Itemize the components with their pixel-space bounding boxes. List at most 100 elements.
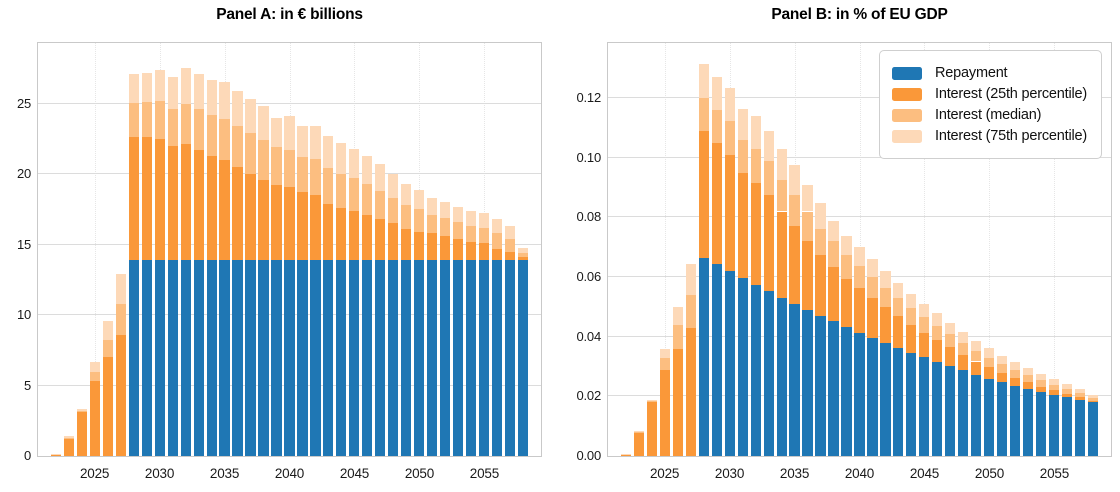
bar-segment-interest_25: [958, 354, 969, 371]
bar-segment-interest_median: [505, 238, 516, 252]
bar-segment-interest_75: [453, 206, 464, 223]
bar-segment-interest_75: [906, 293, 917, 308]
bar-segment-repayment: [375, 260, 386, 456]
bar-segment-interest_25: [880, 306, 891, 343]
x-tick-label: 2055: [1039, 466, 1070, 481]
bar-segment-interest_median: [440, 217, 451, 237]
bar-segment-interest_25: [141, 137, 152, 261]
bar-segment-interest_median: [672, 324, 683, 349]
bar-segment-repayment: [427, 260, 438, 456]
bar-segment-interest_75: [102, 320, 113, 341]
x-tick-label: 2030: [714, 466, 745, 481]
x-tick-label: 2040: [274, 466, 305, 481]
bar-segment-interest_median: [945, 334, 956, 348]
bar-segment-interest_median: [154, 100, 165, 139]
bar-segment-interest_median: [297, 157, 308, 193]
bar-segment-interest_25: [620, 454, 631, 456]
bar-segment-interest_median: [932, 326, 943, 341]
bar-segment-interest_median: [1062, 388, 1073, 394]
bar-segment-interest_25: [128, 137, 139, 261]
x-tick-label: 2035: [779, 466, 810, 481]
bar-segment-interest_25: [50, 454, 61, 456]
bar-segment-interest_75: [76, 408, 87, 411]
bar-segment-repayment: [258, 260, 269, 456]
bar-segment-repayment: [323, 260, 334, 456]
bar-segment-interest_75: [854, 247, 865, 266]
bar-segment-interest_25: [310, 195, 321, 261]
bar-segment-interest_median: [193, 109, 204, 151]
bar-segment-repayment: [193, 260, 204, 456]
legend-item-interest-median: Interest (median): [892, 107, 1087, 123]
bar-segment-repayment: [815, 315, 826, 456]
x-gridline: [924, 43, 926, 456]
bar-segment-interest_median: [375, 191, 386, 220]
bar-segment-interest_75: [271, 117, 282, 148]
bar-segment-interest_25: [802, 240, 813, 310]
bar-segment-interest_25: [971, 361, 982, 375]
bar-segment-interest_75: [115, 274, 126, 304]
bar-segment-repayment: [245, 260, 256, 456]
bar-segment-interest_25: [789, 226, 800, 304]
bar-segment-interest_median: [232, 126, 243, 168]
bar-segment-repayment: [776, 297, 787, 456]
bar-segment-repayment: [1049, 394, 1060, 456]
bar-segment-interest_25: [841, 278, 852, 328]
panel-a-plot: Panel A: in € billions 2025 2030 2035 2040 2…: [17, 6, 542, 481]
bar-segment-interest_median: [310, 158, 321, 196]
bar-segment-interest_75: [1036, 374, 1047, 381]
bar-segment-interest_25: [685, 327, 696, 456]
bar-segment-interest_75: [323, 136, 334, 169]
bar-segment-interest_median: [685, 294, 696, 328]
bar-segment-interest_75: [128, 74, 139, 103]
bar-segment-interest_median: [388, 198, 399, 224]
bar-segment-interest_25: [815, 254, 826, 316]
bar-segment-interest_median: [815, 229, 826, 255]
y-gridline: [608, 97, 1111, 99]
x-tick-label: 2025: [79, 466, 110, 481]
bar-segment-interest_25: [1075, 397, 1086, 400]
bar-segment-interest_25: [776, 211, 787, 298]
y-tick-label: 0.02: [576, 388, 601, 404]
bar-segment-interest_25: [388, 223, 399, 261]
x-tick-label: 2050: [404, 466, 435, 481]
legend-label-interest-75: Interest (75th percentile): [935, 128, 1087, 144]
bar-segment-interest_75: [349, 148, 360, 179]
bar-segment-interest_median: [854, 265, 865, 289]
bar-segment-interest_median: [141, 102, 152, 138]
bar-segment-interest_25: [698, 130, 709, 258]
bar-segment-interest_median: [180, 103, 191, 144]
bar-segment-interest_25: [453, 238, 464, 261]
bar-segment-interest_median: [518, 253, 529, 258]
bar-segment-interest_median: [453, 222, 464, 239]
bar-segment-interest_median: [698, 98, 709, 131]
bar-segment-interest_25: [854, 288, 865, 333]
bar-segment-interest_75: [932, 313, 943, 326]
bar-segment-interest_75: [1062, 384, 1073, 389]
bar-segment-interest_75: [219, 82, 230, 120]
bar-segment-interest_25: [154, 138, 165, 261]
bar-segment-repayment: [505, 260, 516, 456]
bar-segment-interest_75: [867, 259, 878, 278]
bar-segment-interest_75: [815, 202, 826, 230]
y-tick-label: 0.04: [576, 328, 601, 344]
bar-segment-interest_75: [789, 165, 800, 196]
bar-segment-interest_75: [620, 453, 631, 455]
y-tick-label: 0: [23, 448, 31, 463]
bar-segment-interest_median: [258, 140, 269, 180]
bar-segment-interest_25: [646, 402, 657, 456]
bar-segment-interest_75: [893, 283, 904, 298]
bar-segment-interest_25: [984, 367, 995, 379]
bar-segment-interest_75: [427, 198, 438, 215]
bar-segment-interest_75: [1075, 388, 1086, 394]
bar-segment-interest_median: [867, 277, 878, 298]
bar-segment-interest_75: [167, 76, 178, 110]
bar-segment-interest_25: [672, 348, 683, 456]
bar-segment-interest_25: [828, 266, 839, 322]
bar-segment-interest_25: [893, 316, 904, 349]
bar-segment-interest_75: [297, 126, 308, 158]
bar-segment-interest_25: [750, 183, 761, 285]
bar-segment-repayment: [724, 270, 735, 456]
legend-label-interest-median: Interest (median): [935, 107, 1042, 123]
bar-segment-interest_median: [89, 372, 100, 381]
